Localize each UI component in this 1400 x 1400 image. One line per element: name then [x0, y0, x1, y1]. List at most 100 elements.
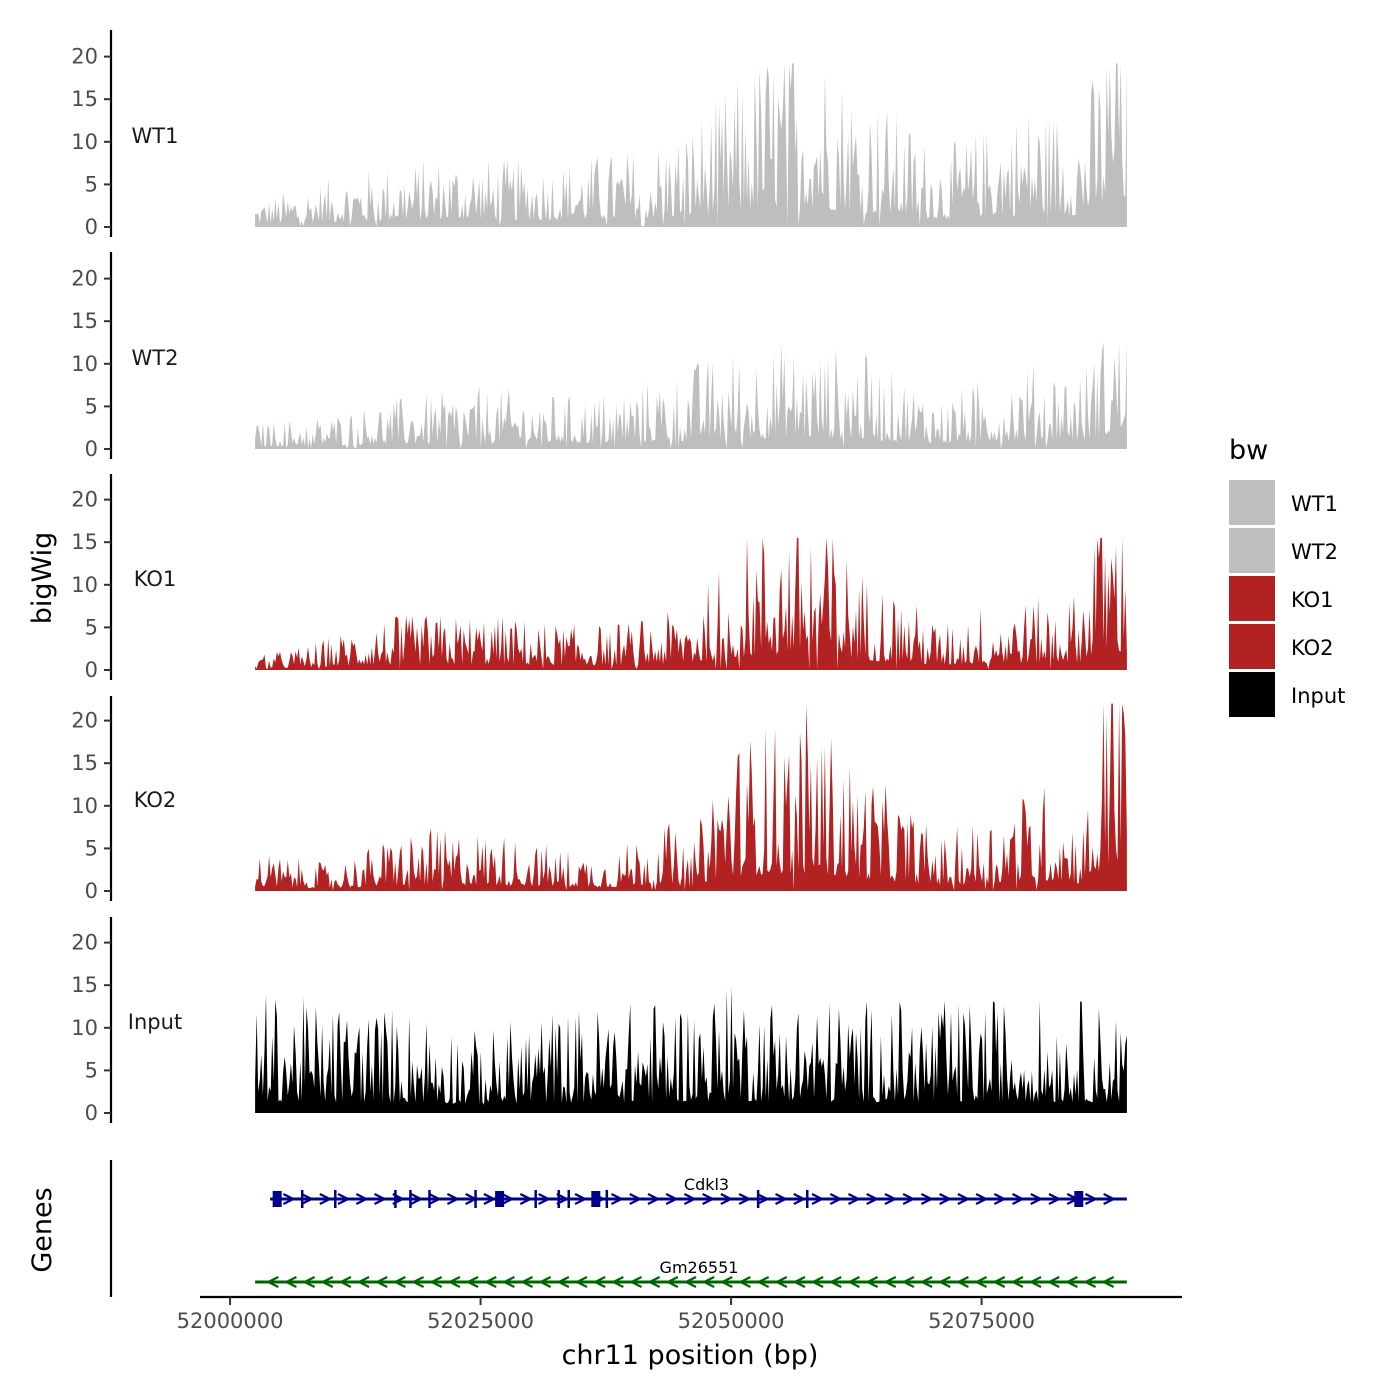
strand-chevron [629, 1193, 643, 1205]
strand-chevron [337, 1193, 351, 1205]
strand-chevron [446, 1193, 460, 1205]
track-label: WT2 [132, 346, 179, 370]
strand-chevron [483, 1193, 497, 1205]
strand-chevron [792, 1276, 806, 1288]
strand-chevron [665, 1276, 679, 1288]
strand-chevron [1048, 1193, 1062, 1205]
y-tick-label: 15 [71, 751, 98, 775]
exon [756, 1190, 760, 1208]
strand-chevron [665, 1193, 679, 1205]
strand-chevron [519, 1193, 533, 1205]
y-tick-label: 0 [85, 879, 98, 903]
legend-title: bw [1229, 435, 1268, 466]
strand-chevron [939, 1193, 953, 1205]
strand-chevron [974, 1276, 988, 1288]
legend-label-ko1: KO1 [1291, 588, 1334, 612]
strand-chevron [282, 1193, 296, 1205]
y-tick-label: 20 [71, 488, 98, 512]
strand-chevron [410, 1193, 424, 1205]
strand-chevron [319, 1193, 333, 1205]
exon [334, 1190, 337, 1208]
strand-chevron [320, 1276, 334, 1288]
track-label: KO2 [134, 788, 177, 812]
strand-chevron [556, 1276, 570, 1288]
strand-chevron [937, 1276, 951, 1288]
strand-chevron [428, 1193, 442, 1205]
track-label: WT1 [132, 124, 179, 148]
gene-gm26551: Gm26551 [255, 1258, 1127, 1288]
strand-chevron [1084, 1193, 1098, 1205]
exon [428, 1190, 431, 1208]
track-wt1: 0 5 10 15 20 WT1 [71, 30, 1127, 239]
y-tick-label: 10 [71, 352, 98, 376]
strand-chevron [411, 1276, 425, 1288]
exon [557, 1190, 560, 1208]
track-input: 0 5 10 15 20 Input [71, 917, 1127, 1125]
strand-chevron [884, 1193, 898, 1205]
exon [605, 1190, 609, 1208]
strand-chevron [866, 1193, 880, 1205]
legend-swatch-wt1 [1229, 480, 1275, 525]
strand-chevron [302, 1276, 316, 1288]
strand-chevron [647, 1193, 661, 1205]
strand-chevron [775, 1193, 789, 1205]
legend-label-ko2: KO2 [1291, 636, 1334, 660]
legend-swatch-wt2 [1229, 528, 1275, 573]
legend-label-wt2: WT2 [1291, 540, 1338, 564]
bigwig-tracks: 0 5 10 15 20 WT1 0 5 10 15 20 WT2 0 5 10 15 20 KO1 0 5 10 15 2… [71, 30, 1127, 1125]
strand-chevron [793, 1193, 807, 1205]
strand-chevron [574, 1193, 588, 1205]
strand-chevron [574, 1276, 588, 1288]
signal-area-ko2 [255, 703, 1127, 891]
exon [409, 1190, 412, 1208]
strand-chevron [374, 1276, 388, 1288]
y-tick-label: 0 [85, 215, 98, 239]
strand-chevron [719, 1276, 733, 1288]
y-tick-label: 5 [85, 836, 98, 860]
strand-chevron [1083, 1276, 1097, 1288]
strand-chevron [683, 1193, 697, 1205]
strand-chevron [720, 1193, 734, 1205]
strand-chevron [265, 1276, 279, 1288]
y-tick-label: 5 [85, 615, 98, 639]
exon [495, 1191, 505, 1207]
strand-chevron [465, 1276, 479, 1288]
strand-chevron [301, 1193, 315, 1205]
track-label: Input [128, 1010, 182, 1034]
strand-chevron [957, 1193, 971, 1205]
strand-chevron [702, 1193, 716, 1205]
track-label: KO1 [134, 567, 177, 591]
legend-label-input: Input [1291, 684, 1345, 708]
strand-chevron [901, 1276, 915, 1288]
gene-name-label: Cdkl3 [684, 1175, 729, 1194]
strand-chevron [374, 1193, 387, 1205]
strand-chevron [811, 1193, 825, 1205]
strand-chevron [592, 1276, 606, 1288]
strand-chevron [610, 1193, 624, 1205]
strand-chevron [920, 1193, 934, 1205]
strand-chevron [1103, 1193, 1117, 1205]
strand-chevron [1012, 1193, 1025, 1205]
strand-chevron [429, 1276, 443, 1288]
y-tick-label: 10 [71, 573, 98, 597]
legend-swatch-ko1 [1229, 576, 1275, 621]
y-tick-label: 5 [85, 394, 98, 418]
x-axis: 52000000 52025000 52050000 52075000 [177, 1295, 1182, 1333]
strand-chevron [520, 1276, 534, 1288]
exon [591, 1191, 601, 1207]
strand-chevron [1028, 1276, 1042, 1288]
y-tick-label: 5 [85, 1058, 98, 1082]
exon [300, 1190, 304, 1208]
y-tick-label: 15 [71, 309, 98, 333]
y-tick-label: 20 [71, 709, 98, 733]
strand-chevron [955, 1276, 969, 1288]
strand-chevron [501, 1193, 515, 1205]
strand-chevron [392, 1276, 406, 1288]
strand-chevron [483, 1276, 497, 1288]
exon [394, 1190, 397, 1208]
strand-chevron [756, 1276, 770, 1288]
strand-chevron [902, 1193, 916, 1205]
signal-area-ko1 [255, 537, 1127, 670]
strand-chevron [1046, 1276, 1060, 1288]
axis-titles: bigWig Genes chr11 position (bp) [27, 532, 818, 1371]
